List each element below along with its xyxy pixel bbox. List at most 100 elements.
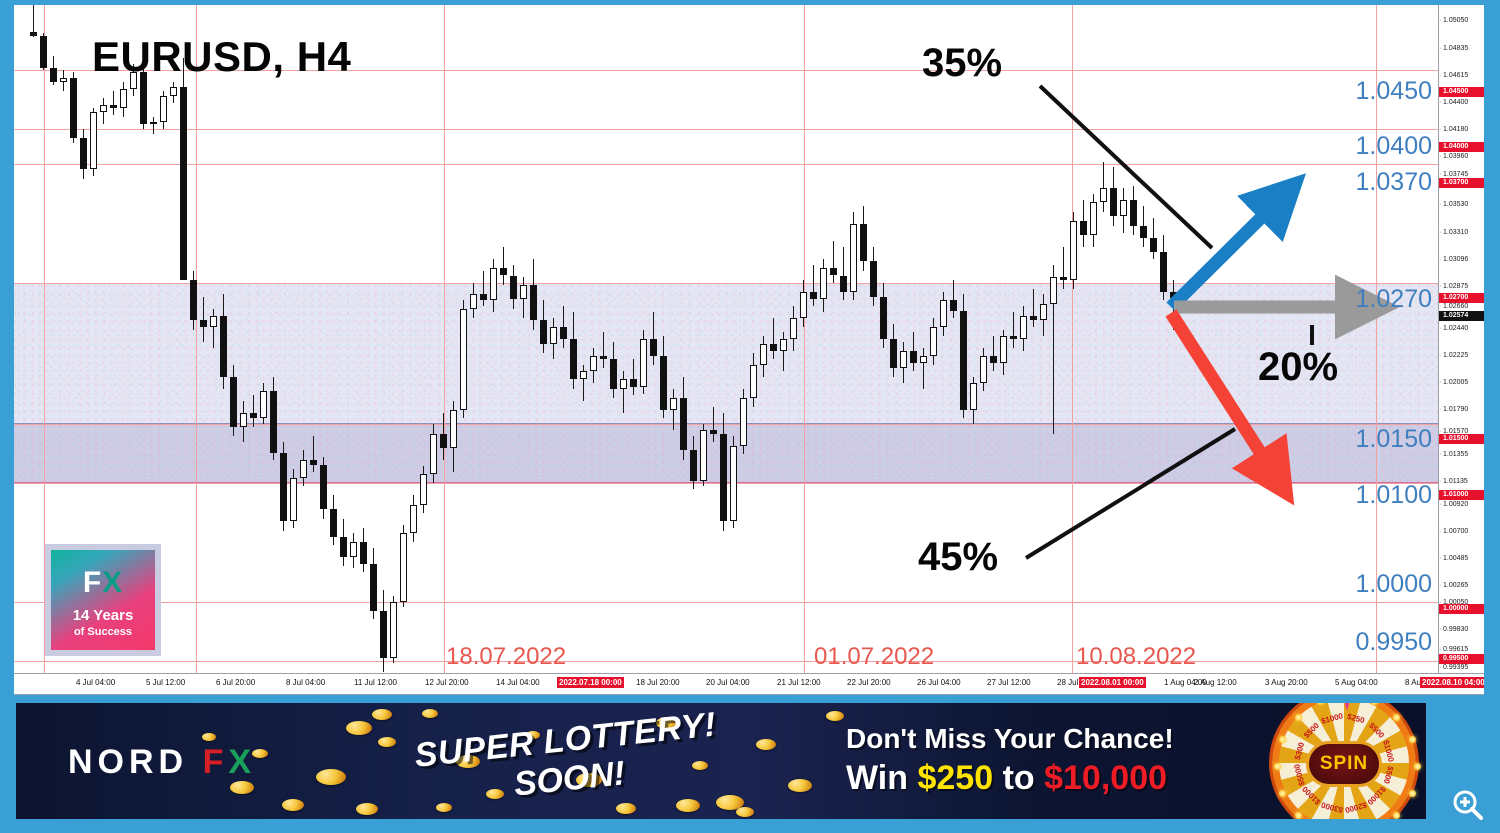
time-tick-label: 1 Aug 04:00 [1164, 678, 1207, 687]
wheel-prize-label: $2000 [1343, 800, 1368, 815]
promo-text-block: Don't Miss Your Chance! Win $250 to $10,… [846, 723, 1174, 798]
date-marker-label: 10.08.2022 [1076, 643, 1197, 670]
leader-line-35 [1038, 84, 1214, 250]
zoom-in-icon[interactable] [1450, 787, 1486, 823]
coin-icon [372, 709, 392, 720]
horizontal-gridline [14, 164, 1438, 165]
coin-icon [692, 761, 708, 770]
time-tick-label: 22 Jul 20:00 [847, 678, 891, 687]
horizontal-gridline [14, 283, 1438, 284]
coin-icon [656, 717, 678, 729]
spin-button[interactable]: SPIN [1306, 741, 1382, 787]
wheel-bulb-icon [1274, 763, 1281, 770]
key-level-label: 1.0450 [1355, 77, 1432, 105]
time-tick-label: 12 Jul 20:00 [425, 678, 469, 687]
wheel-prize-label: $300 [1292, 741, 1307, 761]
time-tick-label: 5 Jul 12:00 [146, 678, 186, 687]
promotional-banner[interactable]: NORD FX SUPER LOTTERY! SOON! Don't Miss … [16, 703, 1426, 819]
date-marker-label: 01.07.2022 [814, 643, 935, 670]
price-tick: · 1.03745 [1439, 171, 1469, 178]
upper-consolidation-zone [14, 282, 1438, 425]
coin-icon [526, 731, 540, 739]
key-level-label: 0.9950 [1355, 628, 1432, 656]
wheel-bulb-icon [1317, 703, 1325, 706]
price-tick: · 1.02005 [1439, 379, 1469, 386]
price-tick: ·1.01500 [1439, 434, 1484, 444]
time-tick-label: 2022.08.10 04:00 [1420, 677, 1484, 688]
horizontal-gridline [14, 129, 1438, 130]
price-tick: ·1.02700 [1439, 293, 1484, 303]
horizontal-gridline [14, 70, 1438, 71]
promo-to-word: to [1002, 759, 1035, 797]
time-tick-label: 18 Jul 20:00 [636, 678, 680, 687]
coin-icon [252, 749, 268, 758]
price-tick: · 1.01355 [1439, 451, 1469, 458]
time-scale[interactable]: 4 Jul 04:00 5 Jul 12:00 6 Jul 20:00 8 Jul 0… [14, 673, 1484, 695]
price-tick: · 1.00265 [1439, 582, 1469, 589]
price-tick: · 0.99830 [1439, 626, 1469, 633]
coin-icon [230, 781, 254, 794]
spin-button-label: SPIN [1319, 753, 1369, 774]
price-tick: · 1.00050 [1439, 599, 1469, 606]
date-marker-label: 18.07.2022 [446, 643, 567, 670]
price-tick: · 1.04835 [1439, 45, 1469, 52]
wheel-prize-label: $1000 [1320, 711, 1345, 726]
price-tick: · 1.02225 [1439, 352, 1469, 359]
coin-icon [378, 737, 396, 747]
key-level-label: 1.0270 [1355, 285, 1432, 313]
coin-icon [788, 779, 812, 792]
coin-icon [826, 711, 844, 721]
chart-plot-area[interactable]: 35% 20% 45% EURUSD, H4 18.07.2022 01.07.2… [14, 5, 1438, 673]
coin-icon [676, 799, 700, 812]
wheel-prize-label: $3000 [1320, 800, 1345, 815]
promo-prize-line: Win $250 to $10,000 [846, 759, 1174, 798]
coin-icon [486, 789, 504, 799]
key-level-label: 1.0150 [1355, 425, 1432, 453]
lottery-headline: SUPER LOTTERY! SOON! [413, 705, 722, 814]
time-tick-label: 3 Aug 20:00 [1265, 678, 1308, 687]
promo-headline: Don't Miss Your Chance! [846, 723, 1174, 754]
price-tick: · 1.03960 [1439, 153, 1469, 160]
horizontal-gridline [14, 602, 1438, 603]
time-tick-label: 27 Jul 12:00 [987, 678, 1031, 687]
price-tick: · 1.01790 [1439, 406, 1469, 413]
wheel-prize-label: $500 [1301, 720, 1321, 740]
price-scale[interactable]: ·1.05050 ·1.04835 ·1.04615 ·1.04500 ·1.04400… [1438, 5, 1484, 673]
coin-icon [456, 755, 480, 768]
badge-subtitle-text: of Success [73, 626, 133, 638]
time-tick-label: 21 Jul 12:00 [777, 678, 821, 687]
spin-wheel[interactable]: $500 $1000 $2000 $3000 $1000 $5000 $300 $500 $10… [1264, 703, 1424, 819]
coin-icon [716, 795, 744, 810]
wheel-pointer-icon [1340, 703, 1354, 711]
wheel-bulb-icon [1408, 736, 1416, 744]
price-tick: · 1.04615 [1439, 72, 1469, 79]
price-tick: · 1.00920 [1439, 501, 1469, 508]
badge-years-text: 14 Years [72, 607, 134, 624]
coin-icon [436, 803, 452, 812]
price-tick: · 0.99395 [1439, 664, 1469, 671]
horizontal-gridline [14, 661, 1438, 662]
wheel-bulb-icon [1370, 703, 1378, 706]
vertical-gridline [196, 5, 197, 673]
price-tick: · 1.01135 [1439, 478, 1468, 485]
bearish-probability-label: 45% [918, 535, 999, 579]
nordfx-brand-logo: NORD FX [68, 743, 257, 781]
time-tick-label: 2022.08.01 00:00 [1079, 677, 1146, 688]
coin-icon [422, 709, 438, 718]
coin-icon [736, 807, 754, 817]
coin-icon [282, 799, 304, 811]
wheel-prize-label: $500 [1381, 765, 1396, 785]
time-tick-label: 28 Jul 20:00 [1057, 678, 1101, 687]
vertical-gridline [44, 5, 45, 673]
price-tick: · 1.03096 [1439, 256, 1469, 263]
chart-frame: 35% 20% 45% EURUSD, H4 18.07.2022 01.07.2… [14, 5, 1484, 695]
wheel-bulb-icon [1279, 789, 1287, 797]
coin-icon [576, 773, 602, 787]
promo-amount-high: $10,000 [1044, 759, 1168, 797]
promo-win-word: Win [846, 759, 909, 797]
price-tick: ·1.02574 [1439, 311, 1484, 321]
wheel-bulb-icon [1408, 789, 1416, 797]
wheel-bulb-icon [1393, 713, 1401, 721]
wheel-prize-label: $1000 [1300, 784, 1323, 807]
